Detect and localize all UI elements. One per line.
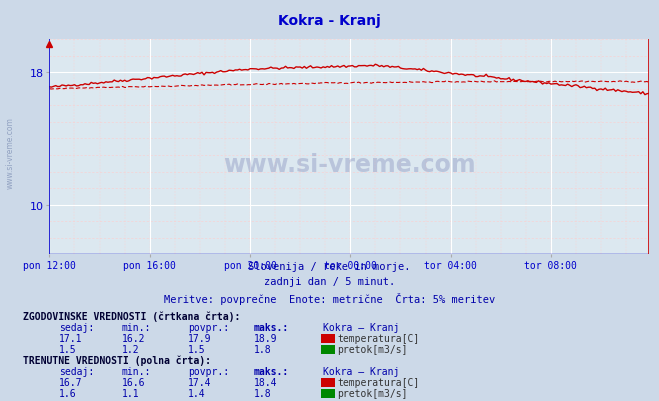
Text: min.:: min.: (122, 322, 152, 332)
Text: min.:: min.: (122, 366, 152, 376)
Text: 18.4: 18.4 (254, 377, 277, 387)
Text: pretok[m3/s]: pretok[m3/s] (337, 344, 408, 354)
Text: 17.4: 17.4 (188, 377, 212, 387)
Text: Kokra – Kranj: Kokra – Kranj (323, 366, 399, 376)
Text: 1.5: 1.5 (59, 344, 77, 354)
Text: Kokra – Kranj: Kokra – Kranj (323, 322, 399, 332)
Text: maks.:: maks.: (254, 322, 289, 332)
Text: www.si-vreme.com: www.si-vreme.com (5, 117, 14, 188)
Text: Slovenija / reke in morje.: Slovenija / reke in morje. (248, 261, 411, 271)
Text: povpr.:: povpr.: (188, 366, 229, 376)
Text: 16.2: 16.2 (122, 333, 146, 343)
Text: 1.8: 1.8 (254, 388, 272, 398)
Text: ZGODOVINSKE VREDNOSTI (črtkana črta):: ZGODOVINSKE VREDNOSTI (črtkana črta): (23, 311, 241, 321)
Text: Kokra - Kranj: Kokra - Kranj (278, 14, 381, 28)
Text: 16.7: 16.7 (59, 377, 83, 387)
Text: maks.:: maks.: (254, 366, 289, 376)
Text: Meritve: povprečne  Enote: metrične  Črta: 5% meritev: Meritve: povprečne Enote: metrične Črta:… (164, 292, 495, 304)
Text: temperatura[C]: temperatura[C] (337, 333, 420, 343)
Text: sedaj:: sedaj: (59, 366, 94, 376)
Text: zadnji dan / 5 minut.: zadnji dan / 5 minut. (264, 277, 395, 287)
Text: 1.4: 1.4 (188, 388, 206, 398)
Text: temperatura[C]: temperatura[C] (337, 377, 420, 387)
Text: TRENUTNE VREDNOSTI (polna črta):: TRENUTNE VREDNOSTI (polna črta): (23, 355, 211, 365)
Text: 17.1: 17.1 (59, 333, 83, 343)
Text: 16.6: 16.6 (122, 377, 146, 387)
Text: povpr.:: povpr.: (188, 322, 229, 332)
Text: 1.1: 1.1 (122, 388, 140, 398)
Text: 1.2: 1.2 (122, 344, 140, 354)
Text: www.si-vreme.com: www.si-vreme.com (223, 152, 476, 176)
Text: 17.9: 17.9 (188, 333, 212, 343)
Text: 1.8: 1.8 (254, 344, 272, 354)
Text: sedaj:: sedaj: (59, 322, 94, 332)
Text: 1.6: 1.6 (59, 388, 77, 398)
Text: pretok[m3/s]: pretok[m3/s] (337, 388, 408, 398)
Text: 18.9: 18.9 (254, 333, 277, 343)
Text: 1.5: 1.5 (188, 344, 206, 354)
